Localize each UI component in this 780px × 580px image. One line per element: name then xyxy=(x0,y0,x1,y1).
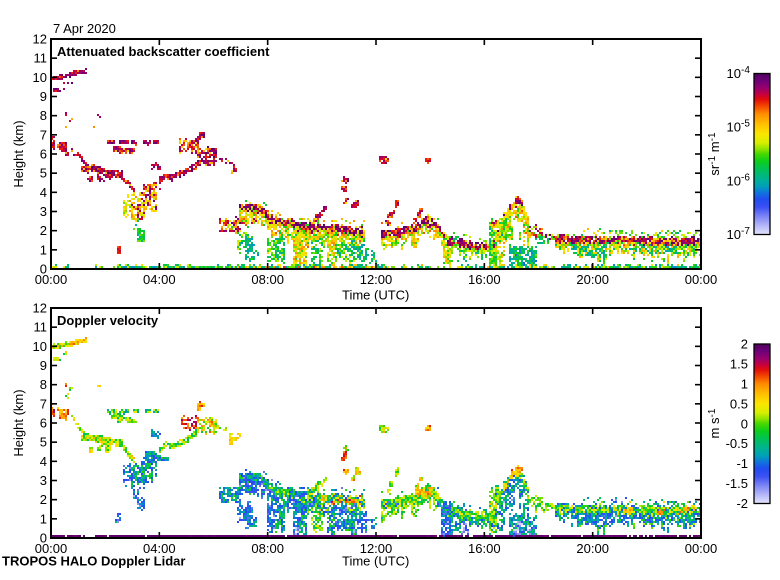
svg-text:1: 1 xyxy=(40,242,47,257)
svg-text:10: 10 xyxy=(727,227,741,242)
svg-text:1: 1 xyxy=(741,376,748,391)
svg-text:Time (UTC): Time (UTC) xyxy=(342,554,409,569)
svg-text:Doppler velocity: Doppler velocity xyxy=(57,313,159,328)
svg-text:08:00: 08:00 xyxy=(251,272,284,287)
svg-text:4: 4 xyxy=(40,185,47,200)
svg-text:12: 12 xyxy=(33,301,47,316)
svg-text:-6: -6 xyxy=(741,172,750,183)
svg-text:6: 6 xyxy=(40,416,47,431)
svg-text:16:00: 16:00 xyxy=(468,541,501,556)
svg-text:12: 12 xyxy=(33,32,47,47)
svg-text:20:00: 20:00 xyxy=(576,541,609,556)
svg-text:9: 9 xyxy=(40,358,47,373)
svg-text:TROPOS HALO Doppler Lidar: TROPOS HALO Doppler Lidar xyxy=(2,554,185,569)
svg-text:3: 3 xyxy=(40,204,47,219)
svg-text:11: 11 xyxy=(34,51,48,66)
svg-text:0: 0 xyxy=(40,262,47,277)
svg-text:00:00: 00:00 xyxy=(685,272,718,287)
svg-text:-0.5: -0.5 xyxy=(726,436,748,451)
svg-text:9: 9 xyxy=(40,89,47,104)
svg-text:7 Apr 2020: 7 Apr 2020 xyxy=(53,21,116,36)
svg-text:-5: -5 xyxy=(741,119,750,130)
svg-text:10: 10 xyxy=(33,339,47,354)
svg-text:-7: -7 xyxy=(741,226,750,237)
svg-text:2: 2 xyxy=(40,492,47,507)
svg-text:-1.5: -1.5 xyxy=(726,476,748,491)
svg-text:00:00: 00:00 xyxy=(35,541,68,556)
svg-text:6: 6 xyxy=(40,147,47,162)
svg-text:1.5: 1.5 xyxy=(730,356,748,371)
svg-text:5: 5 xyxy=(40,166,47,181)
svg-text:1: 1 xyxy=(40,511,47,526)
svg-text:Height (km): Height (km) xyxy=(11,389,26,456)
svg-text:2: 2 xyxy=(40,223,47,238)
svg-text:11: 11 xyxy=(34,320,48,335)
svg-text:04:00: 04:00 xyxy=(143,272,176,287)
svg-text:04:00: 04:00 xyxy=(143,541,176,556)
svg-text:-1: -1 xyxy=(736,456,748,471)
svg-text:10: 10 xyxy=(727,120,741,135)
svg-text:0.5: 0.5 xyxy=(730,396,748,411)
svg-text:4: 4 xyxy=(40,454,47,469)
svg-text:7: 7 xyxy=(40,396,47,411)
svg-text:8: 8 xyxy=(40,377,47,392)
svg-text:00:00: 00:00 xyxy=(685,541,718,556)
svg-text:0: 0 xyxy=(40,531,47,546)
svg-text:10: 10 xyxy=(727,173,741,188)
svg-text:12:00: 12:00 xyxy=(360,272,393,287)
svg-text:12:00: 12:00 xyxy=(360,541,393,556)
svg-text:3: 3 xyxy=(40,473,47,488)
svg-text:16:00: 16:00 xyxy=(468,272,501,287)
svg-text:8: 8 xyxy=(40,108,47,123)
svg-text:m s-1: m s-1 xyxy=(707,408,722,438)
svg-text:-2: -2 xyxy=(736,496,748,511)
svg-text:7: 7 xyxy=(40,127,47,142)
svg-text:-4: -4 xyxy=(741,65,750,76)
svg-text:08:00: 08:00 xyxy=(251,541,284,556)
svg-text:10: 10 xyxy=(727,66,741,81)
svg-text:20:00: 20:00 xyxy=(576,272,609,287)
svg-text:5: 5 xyxy=(40,435,47,450)
svg-text:2: 2 xyxy=(741,337,748,352)
svg-text:Height (km): Height (km) xyxy=(11,120,26,187)
svg-text:sr-1 m-1: sr-1 m-1 xyxy=(707,132,722,176)
svg-text:0: 0 xyxy=(741,416,748,431)
svg-text:Time (UTC): Time (UTC) xyxy=(342,288,409,303)
svg-text:10: 10 xyxy=(33,70,47,85)
svg-text:Attenuated backscatter coeffic: Attenuated backscatter coefficient xyxy=(57,44,270,59)
svg-text:00:00: 00:00 xyxy=(35,272,68,287)
